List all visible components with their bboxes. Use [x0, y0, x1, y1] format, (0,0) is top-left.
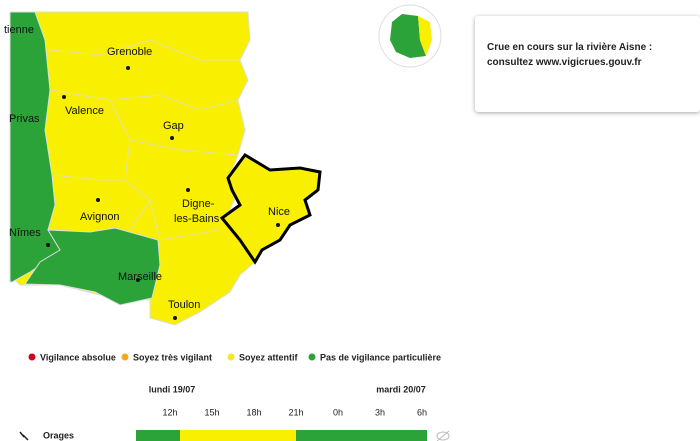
level-segment [136, 430, 180, 441]
hour-label: 21h [288, 407, 303, 417]
city-label: Gap [163, 120, 184, 132]
hour-label: 18h [246, 407, 261, 417]
legend-label: Vigilance absolue [40, 352, 116, 362]
region-green [24, 227, 161, 306]
city-label: Nice [268, 206, 290, 218]
city-label: Marseille [118, 271, 162, 283]
day-label: mardi 20/07 [376, 384, 426, 394]
city-label: Digne- [182, 198, 215, 210]
map: tienne Grenoble Privas Valence Gap Digne… [4, 11, 322, 326]
notice-card: Crue en cours sur la rivière Aisne : con… [475, 16, 700, 112]
legend-dot [28, 353, 36, 361]
city-label: Grenoble [107, 46, 152, 58]
day-label: lundi 19/07 [149, 384, 196, 394]
city-label: Valence [65, 105, 104, 117]
timeline: lundi 19/07 mardi 20/07 12h 15h 18h 21h 0h 3h 6h… [19, 384, 450, 441]
hour-label: 15h [204, 407, 219, 417]
city-label: Avignon [80, 211, 120, 223]
row-label: Orages [43, 430, 74, 440]
legend: Vigilance absolue Soyez très vigilant Soye… [28, 352, 441, 362]
legend-label: Soyez très vigilant [133, 352, 212, 362]
city-label: tienne [4, 24, 34, 36]
city-label: les-Bains [174, 213, 220, 225]
legend-dot [121, 353, 129, 361]
storm-icon [19, 431, 29, 441]
city-label: Toulon [168, 299, 200, 311]
legend-label: Pas de vigilance particulière [320, 352, 441, 362]
hour-label: 0h [333, 407, 343, 417]
hour-label: 3h [375, 407, 385, 417]
city-label: Privas [9, 113, 40, 125]
hour-label: 6h [417, 407, 427, 417]
notice-text: Crue en cours sur la rivière Aisne : [487, 42, 653, 53]
hide-icon[interactable] [436, 430, 450, 441]
level-segment [180, 430, 296, 441]
level-segment [296, 430, 427, 441]
notice-text: consultez www.vigicrues.gouv.fr [487, 57, 642, 68]
legend-dot [227, 353, 235, 361]
legend-dot [308, 353, 316, 361]
city-label: Nîmes [9, 227, 41, 239]
department-selected[interactable] [219, 153, 322, 265]
france-mini-map[interactable] [378, 4, 442, 68]
city-dots [46, 66, 280, 320]
borders [49, 39, 240, 241]
hour-label: 12h [162, 407, 177, 417]
legend-label: Soyez attentif [239, 352, 299, 362]
